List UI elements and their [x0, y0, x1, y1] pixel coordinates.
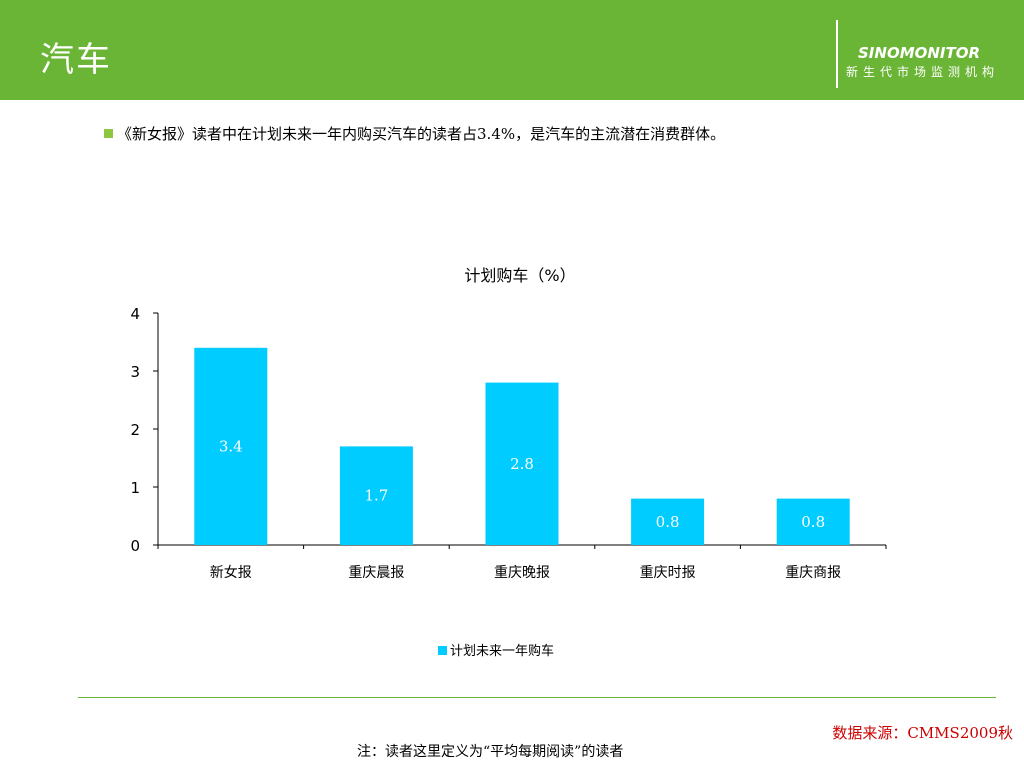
x-category-label: 重庆晚报 [494, 565, 550, 581]
x-category-label: 重庆商报 [785, 565, 841, 581]
bar [194, 347, 268, 545]
logo-divider [836, 20, 838, 88]
footnote: 注：读者这里定义为“平均每期阅读”的读者 [357, 744, 624, 760]
y-tick-label: 0 [130, 537, 140, 555]
footer-divider [78, 697, 996, 698]
bar-data-label: 0.8 [801, 513, 825, 531]
bullet-square-icon [104, 129, 113, 138]
data-source: 数据来源：CMMS2009秋 [832, 724, 1013, 742]
bar [485, 382, 559, 545]
header-bar: 汽车 SINOMONITOR 新生代市场监测机构 [0, 0, 1024, 100]
logo-subtitle: 新生代市场监测机构 [846, 65, 1000, 79]
logo-name: SINOMONITOR [858, 44, 981, 62]
page-title: 汽车 [40, 40, 112, 80]
bullet-text: 《新女报》读者中在计划未来一年内购买汽车的读者占3.4%，是汽车的主流潜在消费群… [117, 125, 726, 143]
bar-data-label: 3.4 [219, 437, 243, 455]
bar [631, 498, 705, 545]
bullet-point: 《新女报》读者中在计划未来一年内购买汽车的读者占3.4%，是汽车的主流潜在消费群… [104, 123, 725, 144]
legend-swatch [438, 646, 447, 655]
y-tick-label: 2 [130, 421, 140, 439]
bar-data-label: 1.7 [364, 487, 388, 505]
bar [339, 446, 413, 545]
y-tick-label: 1 [130, 479, 140, 497]
legend-label: 计划未来一年购车 [450, 644, 555, 659]
bar [776, 498, 850, 545]
x-category-label: 重庆时报 [640, 565, 696, 581]
bar-data-label: 0.8 [656, 513, 680, 531]
y-tick-label: 4 [130, 305, 140, 323]
chart-title: 计划购车（%） [464, 266, 576, 285]
chart-legend: 计划未来一年购车 [438, 640, 554, 659]
x-category-label: 新女报 [210, 564, 252, 581]
y-tick-label: 3 [130, 363, 140, 381]
bar-data-label: 2.8 [510, 455, 534, 473]
x-category-label: 重庆晨报 [348, 565, 404, 581]
